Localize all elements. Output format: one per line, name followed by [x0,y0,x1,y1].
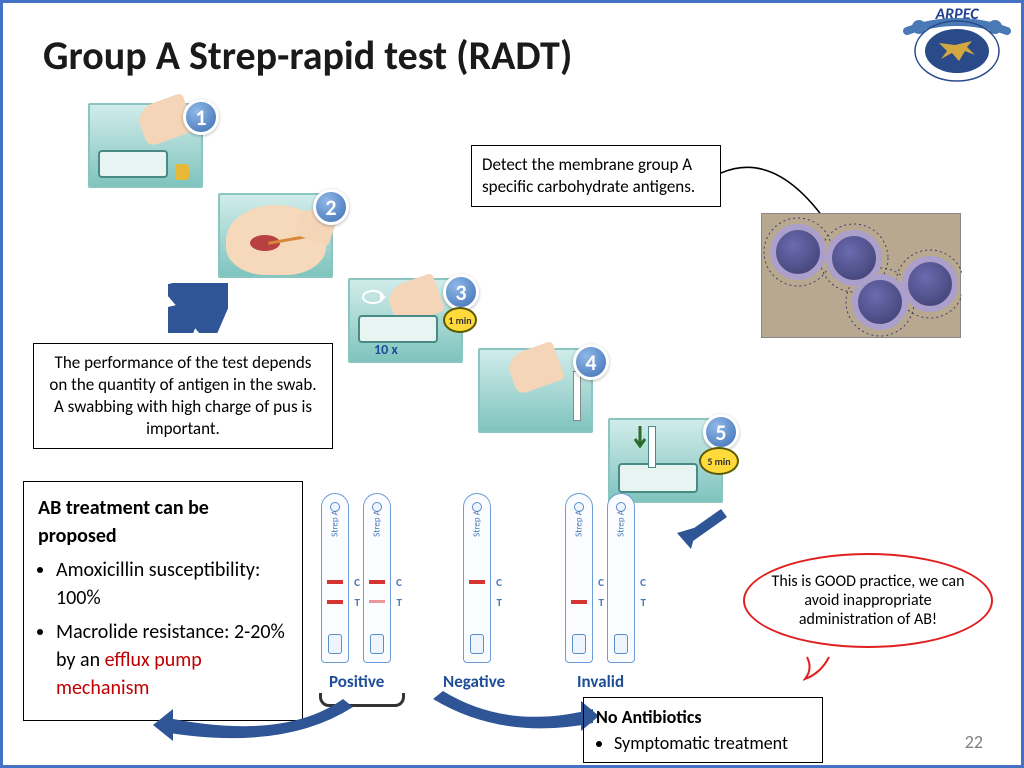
double-arrow-icon [168,283,228,333]
step-5-badge: 5 [703,414,739,450]
no-antibiotics-box: No Antibiotics Symptomatic treatment [583,697,823,763]
strip-positive-1: Strep A CT [321,493,349,663]
page-number: 22 [965,731,983,753]
result-invalid-label: Invalid [577,671,624,692]
no-ab-bullet: Symptomatic treatment [614,732,810,754]
step-3-caption: 10 x [374,341,398,358]
step-3-time-badge: 1 min [443,307,477,333]
step-1-badge: 1 [183,99,219,135]
treatment-bullet-2: Macrolide resistance: 2-20% by an efflux… [56,618,288,702]
treatment-bullet-1: Amoxicillin susceptibility: 100% [56,556,288,612]
strip-negative: Strep A CT [463,493,491,663]
arrow-negative-to-noab [423,691,603,751]
no-ab-header: No Antibiotics [596,706,810,728]
strip-positive-2: Strep A CT [363,493,391,663]
slide-frame: ARPEC Group A Strep-rapid test (RADT) 1 … [0,0,1024,768]
step-3-badge: 3 [443,274,479,310]
strip-invalid-2: Strep A CT [607,493,635,663]
strip-invalid-1: Strep A CT [565,493,593,663]
result-positive-label: Positive [329,671,384,692]
slide-title: Group A Strep-rapid test (RADT) [43,31,572,80]
arpec-logo: ARPEC [897,3,1017,88]
swab-note-box: The performance of the test depends on t… [33,343,333,449]
result-negative-label: Negative [443,671,505,692]
step-2-badge: 2 [313,189,349,225]
step-4-badge: 4 [573,344,609,380]
arrow-positive-to-treatment [143,697,363,757]
treatment-header: AB treatment can be proposed [38,494,288,550]
bacteria-image [761,213,961,338]
speech-text: This is GOOD practice, we can avoid inap… [763,572,973,629]
step-5-time-badge: 5 min [699,447,739,475]
speech-bubble: This is GOOD practice, we can avoid inap… [743,553,993,663]
detect-note-box: Detect the membrane group A specific car… [471,145,721,207]
treatment-box: AB treatment can be proposed Amoxicillin… [23,481,303,721]
arrow-step5-down [663,503,733,553]
